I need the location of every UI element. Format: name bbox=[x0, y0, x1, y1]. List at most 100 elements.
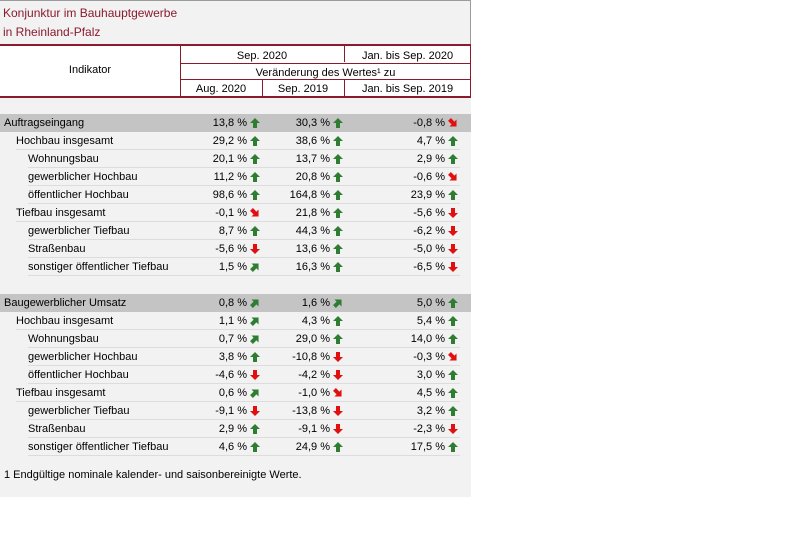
row-value: 0,7 % bbox=[218, 333, 247, 345]
row-value: -13,8 % bbox=[292, 405, 330, 417]
arrow-up-icon bbox=[250, 190, 260, 200]
table-row: Hochbau insgesamt 29,2 % 38,6 % 4,7 % bbox=[0, 132, 471, 150]
arrow-up-icon bbox=[333, 154, 343, 164]
arrow-up-icon bbox=[333, 334, 343, 344]
arrow-up-icon bbox=[333, 442, 343, 452]
arrow-up-right-icon bbox=[333, 298, 343, 308]
row-value: 2,9 % bbox=[416, 153, 445, 165]
arrow-up-icon bbox=[448, 334, 458, 344]
table-row: Straßenbau -5,6 % 13,6 % -5,0 % bbox=[0, 240, 471, 258]
arrow-up-right-icon bbox=[250, 298, 260, 308]
arrow-up-icon bbox=[333, 316, 343, 326]
row-value: 13,7 % bbox=[295, 153, 330, 165]
arrow-down-icon bbox=[250, 406, 260, 416]
arrow-up-right-icon bbox=[250, 262, 260, 272]
row-divider bbox=[28, 347, 460, 348]
header-divider bbox=[262, 80, 263, 96]
row-divider bbox=[28, 167, 460, 168]
arrow-down-right-icon bbox=[333, 388, 343, 398]
arrow-up-right-icon bbox=[250, 316, 260, 326]
title-line-1: Konjunktur im Bauhauptgewerbe bbox=[3, 6, 178, 20]
row-value: -9,1 % bbox=[298, 423, 330, 435]
row-value: -5,0 % bbox=[413, 243, 445, 255]
header-indicator: Indikator bbox=[68, 64, 112, 76]
arrow-up-icon bbox=[250, 424, 260, 434]
arrow-up-icon bbox=[250, 172, 260, 182]
row-value: 164,8 % bbox=[289, 189, 330, 201]
section-row: Auftragseingang 13,8 % 30,3 % -0,8 % bbox=[0, 114, 471, 132]
table-row: sonstiger öffentlicher Tiefbau 1,5 % 16,3 … bbox=[0, 258, 471, 276]
table-row: gewerblicher Hochbau 11,2 % 20,8 % -0,6 % bbox=[0, 168, 471, 186]
row-value: 4,7 % bbox=[416, 135, 445, 147]
arrow-up-icon bbox=[250, 136, 260, 146]
arrow-up-icon bbox=[333, 118, 343, 128]
arrow-up-icon bbox=[448, 442, 458, 452]
row-value: 14,0 % bbox=[410, 333, 445, 345]
row-value: -0,3 % bbox=[413, 351, 445, 363]
arrow-down-right-icon bbox=[250, 208, 260, 218]
arrow-up-icon bbox=[448, 316, 458, 326]
row-label: sonstiger öffentlicher Tiefbau bbox=[28, 441, 169, 453]
row-value: -5,6 % bbox=[215, 243, 247, 255]
arrow-down-icon bbox=[448, 226, 458, 236]
row-label: Hochbau insgesamt bbox=[16, 135, 114, 147]
header-divider bbox=[180, 46, 181, 96]
arrow-up-icon bbox=[448, 190, 458, 200]
row-value: 4,3 % bbox=[301, 315, 330, 327]
row-value: -9,1 % bbox=[215, 405, 247, 417]
page-background bbox=[0, 497, 471, 536]
table-row: gewerblicher Hochbau 3,8 % -10,8 % -0,3 % bbox=[0, 348, 471, 366]
table-row: Hochbau insgesamt 1,1 % 4,3 % 5,4 % bbox=[0, 312, 471, 330]
table-row: gewerblicher Tiefbau 8,7 % 44,3 % -6,2 % bbox=[0, 222, 471, 240]
header-period-ytd: Jan. bis Sep. 2020 bbox=[361, 50, 454, 62]
arrow-up-icon bbox=[448, 406, 458, 416]
arrow-up-icon bbox=[250, 442, 260, 452]
table-row: Tiefbau insgesamt -0,1 % 21,8 % -5,6 % bbox=[0, 204, 471, 222]
arrow-up-icon bbox=[448, 154, 458, 164]
row-label: Tiefbau insgesamt bbox=[16, 207, 106, 219]
arrow-down-icon bbox=[250, 244, 260, 254]
row-label: Auftragseingang bbox=[4, 117, 85, 129]
arrow-up-right-icon bbox=[250, 388, 260, 398]
row-value: -0,8 % bbox=[413, 117, 445, 129]
row-label: sonstiger öffentlicher Tiefbau bbox=[28, 261, 169, 273]
arrow-up-right-icon bbox=[250, 334, 260, 344]
row-value: -4,2 % bbox=[298, 369, 330, 381]
row-divider bbox=[28, 365, 460, 366]
table-row: öffentlicher Hochbau -4,6 % -4,2 % 3,0 % bbox=[0, 366, 471, 384]
row-label: Wohnungsbau bbox=[28, 333, 99, 345]
row-value: 21,8 % bbox=[295, 207, 330, 219]
row-label: öffentlicher Hochbau bbox=[28, 369, 129, 381]
arrow-down-icon bbox=[333, 406, 343, 416]
arrow-up-icon bbox=[333, 208, 343, 218]
table-header: Indikator Sep. 2020 Jan. bis Sep. 2020 V… bbox=[0, 44, 471, 98]
row-value: -4,6 % bbox=[215, 369, 247, 381]
row-value: -6,5 % bbox=[413, 261, 445, 273]
row-value: 38,6 % bbox=[295, 135, 330, 147]
header-divider bbox=[180, 79, 471, 80]
row-value: -6,2 % bbox=[413, 225, 445, 237]
row-value: 20,8 % bbox=[295, 171, 330, 183]
row-value: 29,0 % bbox=[295, 333, 330, 345]
header-divider bbox=[344, 46, 345, 62]
header-divider bbox=[180, 63, 471, 64]
row-label: gewerblicher Tiefbau bbox=[28, 405, 130, 417]
row-value: -2,3 % bbox=[413, 423, 445, 435]
row-value: 4,5 % bbox=[416, 387, 445, 399]
row-value: 1,5 % bbox=[218, 261, 247, 273]
row-label: Hochbau insgesamt bbox=[16, 315, 114, 327]
row-value: 11,2 % bbox=[213, 171, 247, 183]
table-row: Straßenbau 2,9 % -9,1 % -2,3 % bbox=[0, 420, 471, 438]
row-divider bbox=[28, 239, 460, 240]
row-value: 20,1 % bbox=[212, 153, 247, 165]
row-value: 29,2 % bbox=[212, 135, 247, 147]
arrow-down-right-icon bbox=[448, 118, 458, 128]
row-label: Baugewerblicher Umsatz bbox=[4, 297, 127, 309]
row-divider bbox=[28, 203, 460, 204]
row-value: 23,9 % bbox=[410, 189, 445, 201]
title-line-2: in Rheinland-Pfalz bbox=[3, 25, 101, 39]
arrow-up-icon bbox=[250, 118, 260, 128]
arrow-down-icon bbox=[448, 208, 458, 218]
row-divider bbox=[28, 419, 460, 420]
table-row: sonstiger öffentlicher Tiefbau 4,6 % 24,9 … bbox=[0, 438, 471, 456]
